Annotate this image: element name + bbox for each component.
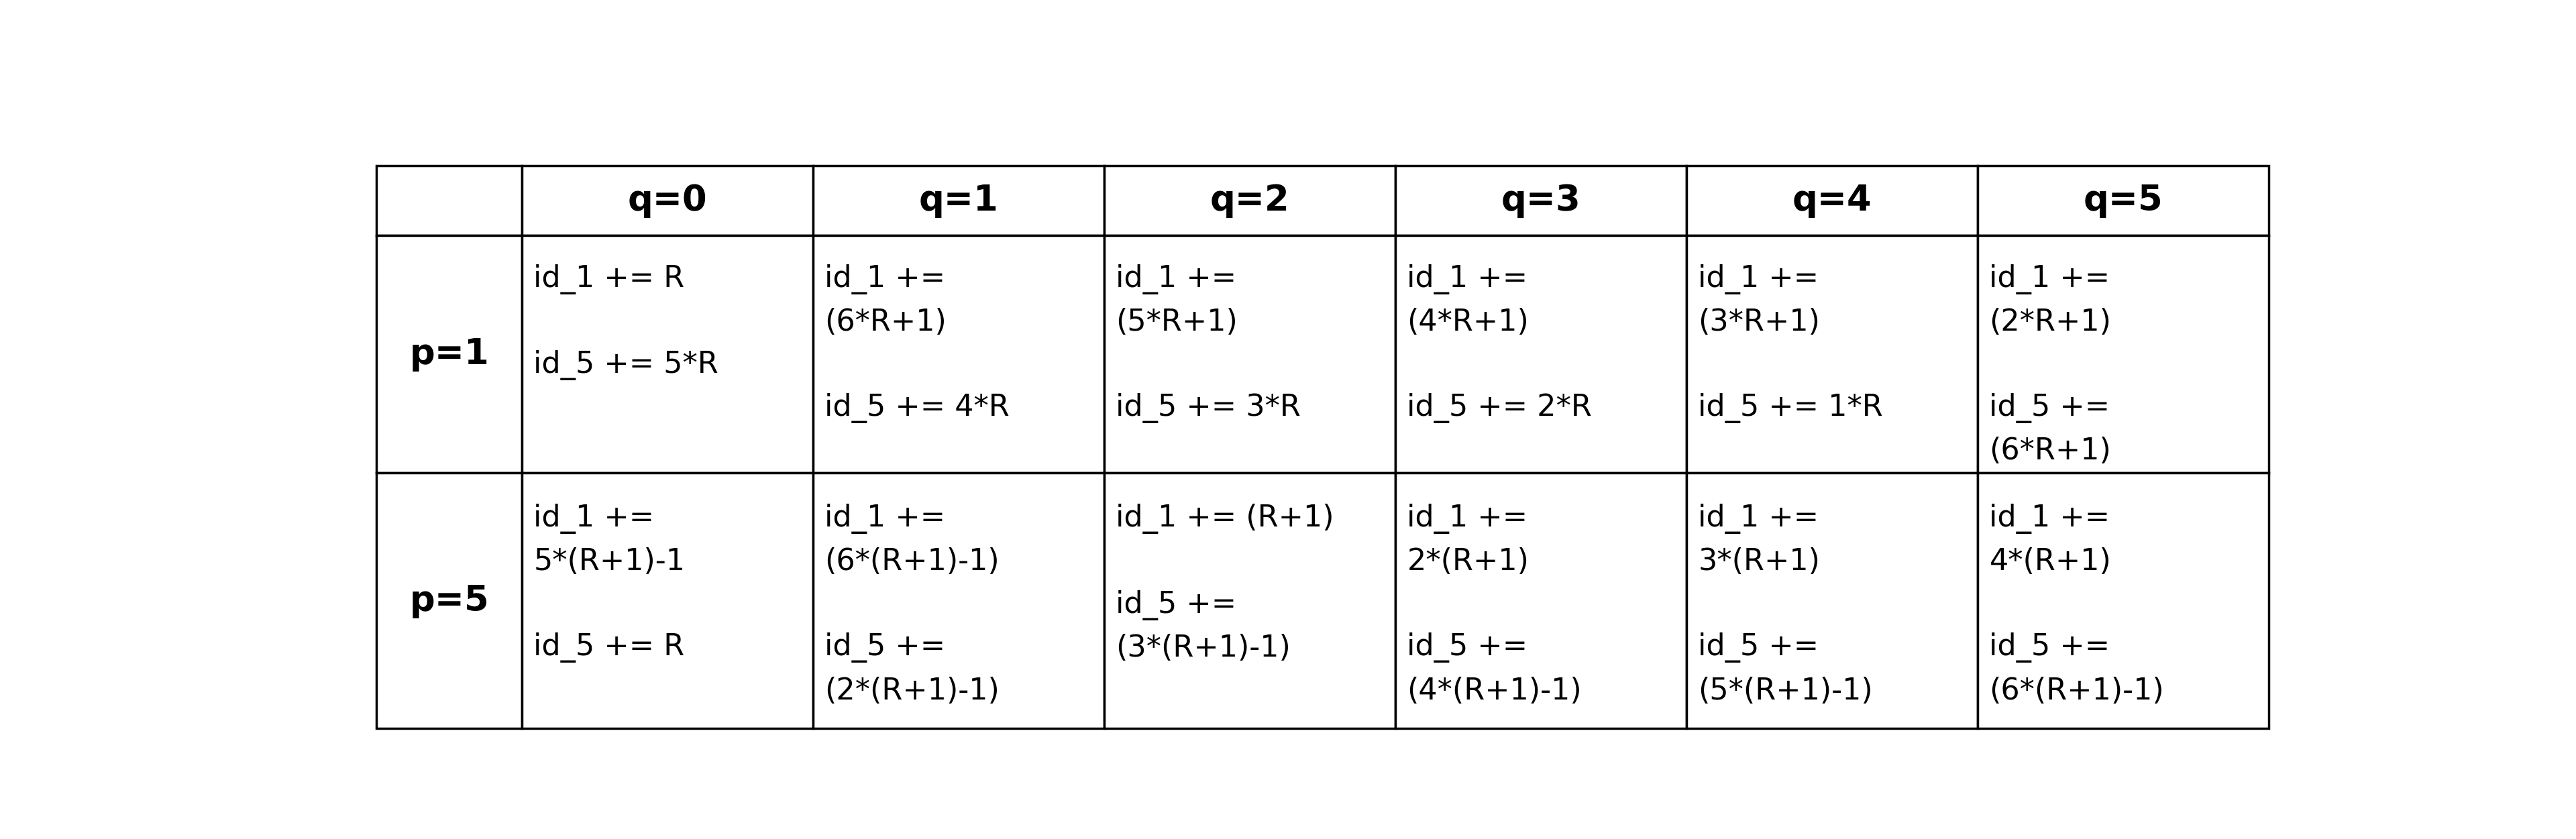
Text: id_1 +=
(5*R+1)

id_5 += 3*R: id_1 += (5*R+1) id_5 += 3*R <box>1115 264 1301 423</box>
Text: q=2: q=2 <box>1211 183 1291 218</box>
Text: q=0: q=0 <box>629 183 708 218</box>
Bar <box>1105 236 1396 473</box>
Bar <box>1105 473 1396 728</box>
Bar <box>523 236 814 473</box>
Text: id_1 +=
(4*R+1)

id_5 += 2*R: id_1 += (4*R+1) id_5 += 2*R <box>1406 264 1592 423</box>
Text: q=3: q=3 <box>1502 183 1582 218</box>
Bar <box>1396 166 1687 236</box>
Bar <box>814 166 1105 236</box>
Text: p=5: p=5 <box>410 583 489 618</box>
Bar <box>523 473 814 728</box>
Text: q=1: q=1 <box>920 183 999 218</box>
Text: id_1 +=
3*(R+1)

id_5 +=
(5*(R+1)-1): id_1 += 3*(R+1) id_5 += (5*(R+1)-1) <box>1698 503 1873 706</box>
Text: id_1 += (R+1)

id_5 +=
(3*(R+1)-1): id_1 += (R+1) id_5 += (3*(R+1)-1) <box>1115 503 1334 663</box>
Bar <box>376 473 523 728</box>
Bar <box>1396 473 1687 728</box>
Text: id_1 +=
2*(R+1)

id_5 +=
(4*(R+1)-1): id_1 += 2*(R+1) id_5 += (4*(R+1)-1) <box>1406 503 1582 706</box>
Text: p=1: p=1 <box>410 336 489 372</box>
Text: q=4: q=4 <box>1793 183 1873 218</box>
Text: id_1 +=
(6*R+1)

id_5 += 4*R: id_1 += (6*R+1) id_5 += 4*R <box>824 264 1010 423</box>
Bar <box>814 236 1105 473</box>
Bar <box>1978 166 2269 236</box>
Text: id_1 +=
5*(R+1)-1

id_5 += R: id_1 += 5*(R+1)-1 id_5 += R <box>533 503 685 663</box>
Text: id_1 +=
(2*R+1)

id_5 +=
(6*R+1): id_1 += (2*R+1) id_5 += (6*R+1) <box>1989 264 2112 466</box>
Bar <box>376 166 523 236</box>
Bar <box>376 236 523 473</box>
Text: id_1 +=
(3*R+1)

id_5 += 1*R: id_1 += (3*R+1) id_5 += 1*R <box>1698 264 1883 423</box>
Text: id_1 +=
(6*(R+1)-1)

id_5 +=
(2*(R+1)-1): id_1 += (6*(R+1)-1) id_5 += (2*(R+1)-1) <box>824 503 999 706</box>
Bar <box>1978 236 2269 473</box>
Text: id_1 += R

id_5 += 5*R: id_1 += R id_5 += 5*R <box>533 264 719 381</box>
Bar <box>1687 236 1978 473</box>
Bar <box>814 473 1105 728</box>
Bar <box>1396 236 1687 473</box>
Bar <box>1978 473 2269 728</box>
Bar <box>523 166 814 236</box>
Bar <box>1687 473 1978 728</box>
Bar <box>1105 166 1396 236</box>
Text: id_1 +=
4*(R+1)

id_5 +=
(6*(R+1)-1): id_1 += 4*(R+1) id_5 += (6*(R+1)-1) <box>1989 503 2164 706</box>
Text: q=5: q=5 <box>2084 183 2164 218</box>
Bar <box>1687 166 1978 236</box>
